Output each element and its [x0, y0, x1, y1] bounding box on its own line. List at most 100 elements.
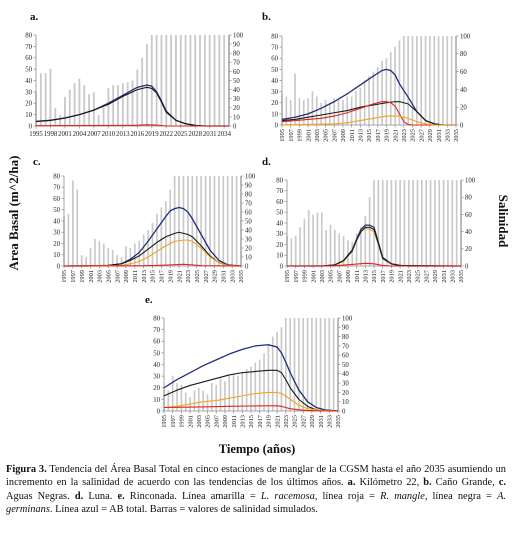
- salinity-bar: [180, 384, 183, 411]
- salinity-bar: [394, 180, 397, 266]
- left-tick-label: 50: [276, 210, 283, 217]
- left-tick-label: 30: [153, 374, 160, 381]
- panel-letter: e.: [145, 294, 153, 306]
- right-tick-label: 50: [233, 78, 240, 85]
- right-tick-label: 30: [342, 381, 349, 388]
- salinity-bar: [59, 115, 62, 126]
- salinity-bar: [442, 180, 445, 266]
- salinity-bar: [241, 371, 244, 411]
- salinity-bar: [235, 176, 238, 266]
- right-tick-label: 60: [245, 209, 252, 216]
- salinity-bar: [402, 36, 405, 125]
- right-tick-label: 70: [233, 60, 240, 67]
- salinity-bar: [176, 383, 178, 411]
- left-tick-label: 20: [153, 385, 160, 392]
- x-tick-label: 2010: [102, 131, 116, 138]
- caption-text-c: Aguas Negras.: [6, 490, 75, 502]
- right-tick-label: 30: [233, 96, 240, 103]
- right-tick-label: 20: [342, 390, 349, 397]
- salinity-bar: [218, 176, 220, 266]
- salinity-bar: [329, 224, 332, 266]
- x-tick-label: 2015: [150, 270, 157, 283]
- salinity-bar: [442, 36, 444, 125]
- salinity-bar: [347, 240, 349, 266]
- x-tick-label: 2015: [371, 270, 378, 283]
- salinity-bar: [316, 212, 319, 266]
- salinity-bar: [312, 214, 314, 266]
- salinity-bar: [218, 35, 221, 126]
- salinity-bar: [351, 241, 354, 266]
- salinity-bar: [94, 239, 96, 266]
- left-tick-label: 60: [271, 56, 278, 63]
- left-tick-label: 10: [271, 111, 278, 118]
- salinity-bar: [407, 36, 409, 125]
- salinity-bar: [228, 375, 231, 411]
- salinity-bar: [289, 318, 291, 411]
- salinity-bar: [193, 390, 196, 411]
- salinity-bar: [364, 216, 367, 266]
- x-tick-label: 2013: [363, 270, 370, 283]
- salinity-bar: [208, 35, 211, 126]
- salinity-bar: [44, 73, 47, 126]
- salinity-bar: [136, 69, 139, 126]
- salinity-bar: [263, 353, 265, 411]
- salinity-bar: [412, 180, 414, 266]
- x-tick-label: 2011: [349, 129, 356, 142]
- salinity-bar: [389, 52, 392, 125]
- salinity-bar: [267, 344, 270, 411]
- salinity-bar: [447, 180, 449, 266]
- salinity-bar: [194, 35, 197, 126]
- right-tick-label: 0: [342, 408, 346, 415]
- left-tick-label: 60: [25, 55, 32, 62]
- left-tick-label: 10: [276, 253, 283, 260]
- x-tick-label: 2019: [389, 270, 396, 283]
- right-tick-label: 10: [342, 399, 349, 406]
- salinity-bar: [76, 189, 79, 266]
- x-tick-label: 2023: [283, 415, 290, 428]
- right-tick-label: 80: [233, 51, 240, 58]
- salinity-bar: [294, 235, 297, 266]
- x-tick-label: 2031: [436, 129, 443, 142]
- salinity-bar: [171, 375, 174, 411]
- salinity-bar: [102, 243, 105, 266]
- x-tick-label: 2019: [167, 270, 174, 283]
- series-line-l-racemosa: [163, 391, 339, 412]
- x-tick-label: 2031: [318, 415, 325, 428]
- x-tick-label: 1998: [44, 131, 58, 138]
- left-tick-label: 40: [271, 78, 278, 85]
- salinity-bar: [451, 180, 454, 266]
- left-tick-label: 80: [271, 33, 278, 40]
- salinity-bar: [280, 327, 283, 411]
- left-tick-label: 60: [53, 196, 60, 203]
- salinity-bar: [381, 180, 384, 266]
- salinity-bar: [271, 336, 274, 411]
- salinity-bar: [126, 82, 129, 126]
- salinity-bar: [195, 176, 198, 266]
- x-tick-label: 2021: [397, 270, 404, 283]
- salinity-bar: [276, 331, 278, 411]
- x-tick-label: 1997: [293, 269, 300, 283]
- salinity-bar: [377, 180, 380, 266]
- salinity-bar: [320, 102, 322, 125]
- left-tick-label: 20: [271, 100, 278, 107]
- x-tick-label: 2019: [384, 129, 391, 142]
- chart-panel: d. 0 10 20 30 40 50 60 70 80 0 20 40 60 80 100 1995 1997 1…: [262, 156, 476, 283]
- right-tick-label: 10: [233, 114, 240, 121]
- x-tick-label: 2001: [305, 129, 312, 142]
- right-tick-label: 10: [245, 254, 252, 261]
- x-tick-label: 2025: [410, 129, 417, 142]
- salinity-bar: [373, 180, 375, 266]
- salinity-bar: [302, 100, 305, 125]
- salinity-bar: [111, 249, 114, 266]
- left-tick-label: 20: [276, 242, 283, 249]
- salinity-bar: [298, 98, 301, 125]
- left-tick-label: 0: [57, 263, 61, 270]
- salinity-bar: [169, 189, 172, 266]
- salinity-bar: [155, 35, 158, 126]
- right-tick-label: 100: [233, 32, 244, 39]
- salinity-bar: [434, 180, 436, 266]
- salinity-bar: [129, 248, 132, 266]
- x-tick-label: 2013: [358, 129, 365, 142]
- caption-text-red: , línea roja =: [314, 490, 381, 502]
